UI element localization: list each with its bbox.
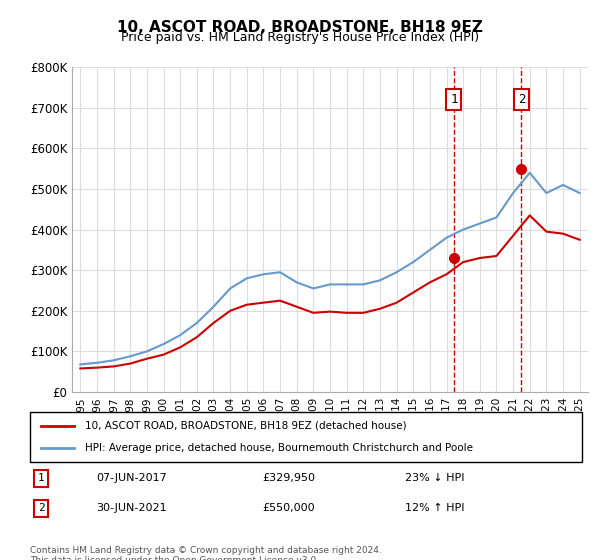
Text: 12% ↑ HPI: 12% ↑ HPI [406,503,465,514]
Text: Contains HM Land Registry data © Crown copyright and database right 2024.
This d: Contains HM Land Registry data © Crown c… [30,546,382,560]
Text: 23% ↓ HPI: 23% ↓ HPI [406,473,465,483]
Text: HPI: Average price, detached house, Bournemouth Christchurch and Poole: HPI: Average price, detached house, Bour… [85,443,473,453]
Text: £329,950: £329,950 [262,473,315,483]
Text: 10, ASCOT ROAD, BROADSTONE, BH18 9EZ: 10, ASCOT ROAD, BROADSTONE, BH18 9EZ [117,20,483,35]
Text: 07-JUN-2017: 07-JUN-2017 [96,473,167,483]
Text: 30-JUN-2021: 30-JUN-2021 [96,503,167,514]
Text: £550,000: £550,000 [262,503,314,514]
Text: 1: 1 [450,93,458,106]
Text: 1: 1 [38,473,44,483]
Text: 2: 2 [38,503,44,514]
Text: Price paid vs. HM Land Registry's House Price Index (HPI): Price paid vs. HM Land Registry's House … [121,31,479,44]
FancyBboxPatch shape [30,412,582,462]
Text: 10, ASCOT ROAD, BROADSTONE, BH18 9EZ (detached house): 10, ASCOT ROAD, BROADSTONE, BH18 9EZ (de… [85,421,407,431]
Text: 2: 2 [518,93,525,106]
